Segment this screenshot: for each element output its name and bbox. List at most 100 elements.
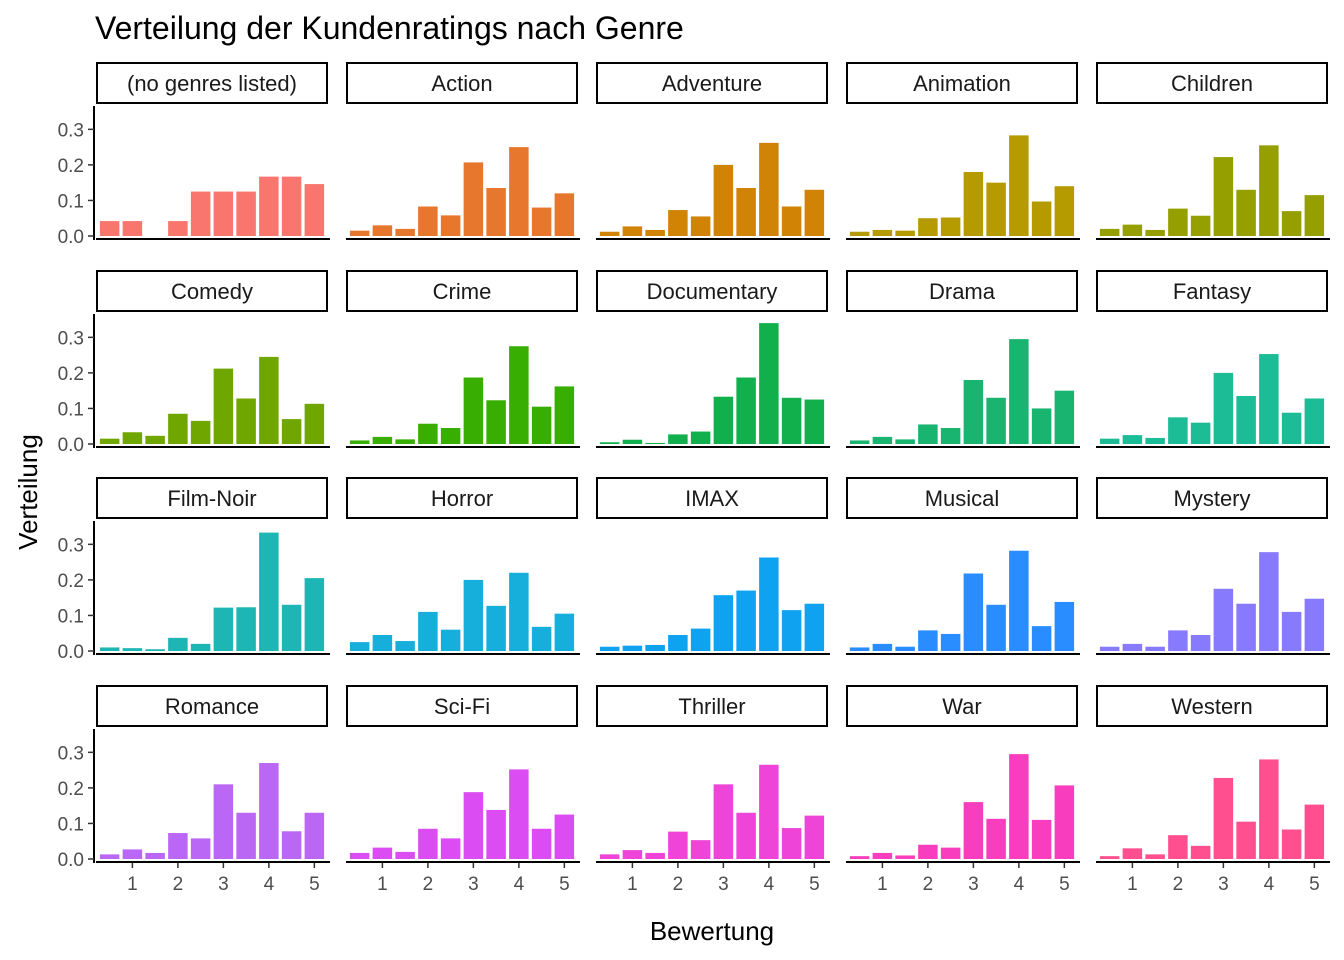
bar xyxy=(872,436,893,444)
bar xyxy=(99,647,120,651)
bar xyxy=(281,831,302,859)
bar xyxy=(349,440,370,444)
bar xyxy=(872,643,893,651)
facet-strip xyxy=(596,685,828,727)
facet-strip-label: Musical xyxy=(925,486,1000,511)
bar xyxy=(690,628,711,651)
bar xyxy=(236,191,256,236)
bar xyxy=(895,855,915,859)
x-tick-label: 5 xyxy=(309,874,320,895)
facet-panel: Thriller 1 2 3 4 5 xyxy=(596,685,830,895)
bar xyxy=(213,191,234,236)
bar xyxy=(463,377,484,444)
facet-strip xyxy=(596,477,828,519)
bar xyxy=(736,590,756,651)
bar xyxy=(940,847,961,859)
facet-strip-label: Western xyxy=(1171,694,1253,719)
bar xyxy=(713,784,734,859)
y-axis-title: Verteilung xyxy=(13,434,43,550)
bar xyxy=(1259,145,1279,236)
bar xyxy=(372,436,393,444)
x-tick-label: 5 xyxy=(809,874,820,895)
facet-strip xyxy=(346,685,578,727)
bar xyxy=(736,377,756,444)
bar xyxy=(986,604,1006,651)
bar xyxy=(645,229,665,236)
bar xyxy=(1168,835,1188,859)
bar xyxy=(1031,408,1052,444)
x-axis-title: Bewertung xyxy=(650,916,774,946)
bar xyxy=(759,142,779,236)
bar xyxy=(1304,804,1325,859)
x-tick-label: 5 xyxy=(1309,874,1320,895)
bar xyxy=(145,435,165,444)
x-tick-label: 1 xyxy=(1127,874,1138,895)
facet-strip-label: Children xyxy=(1171,71,1253,96)
bar xyxy=(645,852,665,859)
bar xyxy=(168,221,188,236)
bar xyxy=(259,532,279,651)
bar xyxy=(349,230,370,236)
y-tick-label: 0.1 xyxy=(58,399,84,420)
bar xyxy=(599,646,620,651)
bar xyxy=(372,225,393,236)
bar xyxy=(554,613,575,651)
bar xyxy=(713,164,734,236)
bar xyxy=(1054,785,1075,859)
y-tick-label: 0.3 xyxy=(58,120,84,141)
bar xyxy=(418,206,438,236)
bar xyxy=(554,193,575,236)
bar xyxy=(849,647,870,651)
bar xyxy=(918,424,938,444)
facet-strip-label: Sci-Fi xyxy=(434,694,490,719)
facet-strip-label: IMAX xyxy=(685,486,739,511)
bar xyxy=(122,849,143,859)
facet-strip xyxy=(346,270,578,312)
x-tick-label: 5 xyxy=(559,874,570,895)
bar xyxy=(1236,821,1256,859)
facet-grid: (no genres listed) 0.0 0.1 0.2 0.3 Action Adve… xyxy=(58,62,1330,895)
bar xyxy=(622,850,643,859)
bar xyxy=(1236,603,1256,651)
bar xyxy=(690,431,711,444)
bar xyxy=(1190,215,1211,236)
x-tick-label: 1 xyxy=(877,874,888,895)
facet-panel: Children xyxy=(1096,62,1330,240)
bar xyxy=(554,386,575,444)
x-tick-label: 1 xyxy=(627,874,638,895)
facet-strip xyxy=(96,270,328,312)
y-tick-label: 0.1 xyxy=(58,191,84,212)
bar xyxy=(1236,396,1256,444)
facet-panel: Documentary xyxy=(596,270,830,448)
bar xyxy=(781,397,802,444)
x-tick-label: 2 xyxy=(923,874,934,895)
bar xyxy=(1099,438,1120,444)
bar xyxy=(1054,390,1075,444)
y-tick-label: 0.3 xyxy=(58,328,84,349)
bar xyxy=(349,852,370,859)
bar xyxy=(804,399,825,444)
bar xyxy=(849,440,870,444)
x-tick-label: 2 xyxy=(173,874,184,895)
bar xyxy=(1213,777,1234,859)
bar xyxy=(304,403,325,444)
facet-panel: Comedy 0.0 0.1 0.2 0.3 xyxy=(58,270,330,456)
y-tick-label: 0.2 xyxy=(58,779,84,800)
bar xyxy=(463,792,484,859)
bar xyxy=(986,182,1006,236)
bar xyxy=(1281,829,1302,859)
facet-panel: Sci-Fi 1 2 3 4 5 xyxy=(346,685,580,895)
bar xyxy=(1009,754,1029,859)
chart-title: Verteilung der Kundenratings nach Genre xyxy=(95,10,684,46)
bar xyxy=(99,221,120,236)
facet-panel: Animation xyxy=(846,62,1080,240)
bar xyxy=(1009,550,1029,651)
facet-panel: Horror xyxy=(346,477,580,655)
y-tick-label: 0.0 xyxy=(58,850,84,871)
facet-strip xyxy=(1096,270,1328,312)
bar xyxy=(918,844,938,859)
bar xyxy=(395,851,415,859)
bar xyxy=(645,644,665,651)
bar xyxy=(713,595,734,651)
bar xyxy=(759,323,779,444)
